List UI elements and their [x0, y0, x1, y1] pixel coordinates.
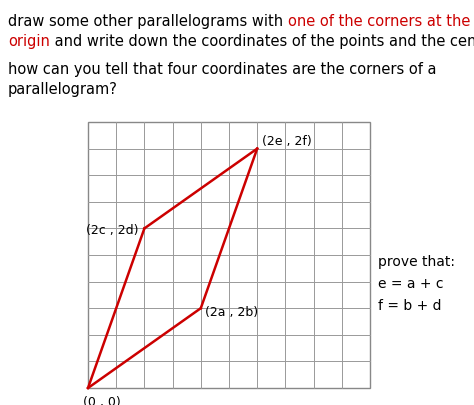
Text: f = b + d: f = b + d — [378, 299, 441, 313]
Text: (2c , 2d): (2c , 2d) — [86, 224, 139, 237]
Text: one of the corners at the: one of the corners at the — [288, 14, 470, 29]
Text: prove that:: prove that: — [378, 255, 455, 269]
Text: how can you tell that four coordinates are the corners of a: how can you tell that four coordinates a… — [8, 62, 437, 77]
Text: (2e , 2f): (2e , 2f) — [262, 134, 312, 147]
Text: parallelogram?: parallelogram? — [8, 82, 118, 97]
Bar — [88, 122, 370, 388]
Text: draw some other parallelograms with: draw some other parallelograms with — [8, 14, 288, 29]
Text: (2a , 2b): (2a , 2b) — [205, 306, 258, 319]
Text: origin: origin — [8, 34, 50, 49]
Text: (0 , 0): (0 , 0) — [83, 396, 121, 405]
Text: e = a + c: e = a + c — [378, 277, 444, 291]
Text: and write down the coordinates of the points and the centre: and write down the coordinates of the po… — [50, 34, 474, 49]
